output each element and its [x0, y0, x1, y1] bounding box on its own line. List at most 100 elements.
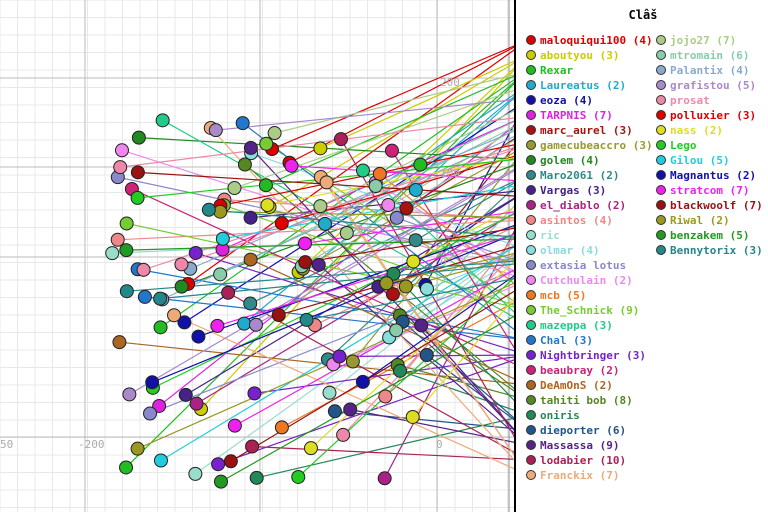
legend-label: mazeppa (3) [540, 319, 613, 332]
map-canvas[interactable] [0, 0, 514, 512]
legend-label: blackwoolf (7) [670, 199, 763, 212]
unit-marker [384, 143, 399, 158]
unit-marker [223, 454, 238, 469]
legend-marker-icon [526, 245, 536, 255]
unit-marker [119, 243, 134, 258]
legend-label: Lego [670, 139, 697, 152]
trajectory-line [126, 238, 514, 251]
trajectory-line [329, 245, 514, 394]
unit-marker [419, 348, 434, 363]
unit-marker [208, 123, 223, 138]
legend-label: olmar (4) [540, 244, 600, 257]
trajectory-line [143, 146, 514, 271]
unit-marker [399, 201, 414, 216]
unit-marker [235, 116, 250, 131]
trajectory-line [426, 354, 514, 421]
unit-marker [213, 267, 228, 282]
legend-label: Vargas (3) [540, 184, 607, 197]
unit-marker [153, 320, 168, 335]
unit-marker [191, 329, 206, 344]
unit-marker [152, 398, 167, 413]
unit-marker [297, 236, 312, 251]
legend-marker-icon [656, 35, 666, 45]
trajectory-line [320, 60, 514, 149]
legend-label: grafistou (5) [670, 79, 757, 92]
legend-label: eoza (4) [540, 94, 593, 107]
unit-marker [355, 163, 370, 178]
x-axis-tick-partial: 50 [0, 438, 14, 451]
unit-marker [136, 262, 151, 277]
unit-marker [336, 427, 351, 442]
trajectory-line [255, 170, 514, 326]
unit-marker [291, 469, 306, 484]
trajectory-line [137, 171, 514, 197]
trajectory-line [217, 359, 514, 465]
trajectory-line [387, 204, 514, 274]
legend-marker-icon [526, 230, 536, 240]
legend-marker-icon [656, 155, 666, 165]
legend-marker-icon [526, 290, 536, 300]
legend-marker-icon [526, 170, 536, 180]
legend-marker-icon [656, 50, 666, 60]
legend-label: Palantix (4) [670, 64, 750, 77]
unit-marker [213, 474, 228, 489]
unit-marker [372, 166, 387, 181]
trajectory-line [267, 157, 514, 206]
unit-marker [258, 178, 273, 193]
trajectory-line [413, 206, 514, 262]
legend-label: beaubray (2) [540, 364, 620, 377]
unit-marker [298, 255, 313, 270]
map-plot-area[interactable]: 50 -200 0 200 100 0 [0, 0, 514, 512]
legend-label: Massassa (9) [540, 439, 620, 452]
legend-marker-icon [656, 185, 666, 195]
unit-marker [378, 389, 393, 404]
unit-marker [178, 387, 193, 402]
legend-label: Gilou (5) [670, 154, 730, 167]
legend-marker-icon [656, 230, 666, 240]
legend-marker-icon [526, 410, 536, 420]
unit-marker [274, 216, 289, 231]
legend-label: lodabier (10) [540, 454, 627, 467]
trajectory-line [208, 209, 514, 238]
trajectory-line [281, 155, 514, 224]
unit-marker [105, 246, 120, 261]
unit-marker [153, 291, 168, 306]
trajectory-line [222, 185, 514, 240]
trajectory-line [310, 261, 514, 449]
legend-label: Nightbringer (3) [540, 349, 646, 362]
unit-marker [188, 245, 203, 260]
unit-marker [267, 126, 282, 141]
unit-marker [227, 181, 242, 196]
legend-marker-icon [526, 425, 536, 435]
trajectory-line [362, 275, 514, 383]
legend-marker-icon [526, 395, 536, 405]
unit-marker [313, 199, 328, 214]
legend-label: ric [540, 229, 560, 242]
unit-marker [381, 198, 396, 213]
legend-label: oniris [540, 409, 580, 422]
unit-marker [243, 210, 258, 225]
unit-marker [119, 216, 134, 231]
legend-label: stratcom (7) [670, 184, 750, 197]
legend-marker-icon [526, 335, 536, 345]
legend-marker-icon [656, 245, 666, 255]
trajectory-line [195, 252, 514, 352]
legend-marker-icon [526, 365, 536, 375]
unit-marker [247, 386, 262, 401]
x-axis-tick: 0 [436, 438, 443, 451]
legend-marker-icon [526, 185, 536, 195]
legend-panel: Clâš maloquiqui100 (4) aboutyou (3) Rexar L… [514, 0, 768, 512]
legend-marker-icon [656, 110, 666, 120]
unit-marker [188, 466, 203, 481]
unit-marker [413, 157, 428, 172]
unit-marker [259, 136, 274, 151]
trajectory-line [346, 128, 514, 234]
unit-marker [177, 315, 192, 330]
legend-label: Maro2061 (2) [540, 169, 620, 182]
trajectory-line [327, 187, 514, 360]
legend-marker-icon [656, 215, 666, 225]
legend-marker-icon [526, 380, 536, 390]
unit-marker [237, 316, 252, 331]
legend-label: The_Schnick (9) [540, 304, 640, 317]
trajectory-line [395, 205, 514, 331]
